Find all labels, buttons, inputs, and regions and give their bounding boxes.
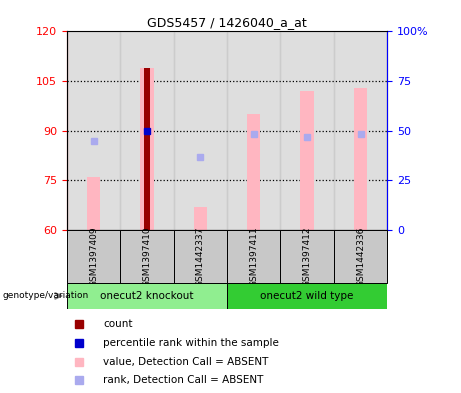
Text: GSM1397412: GSM1397412 [302, 226, 312, 286]
Text: percentile rank within the sample: percentile rank within the sample [103, 338, 279, 348]
FancyBboxPatch shape [334, 230, 387, 283]
Bar [247, 114, 260, 230]
Text: onecut2 knockout: onecut2 knockout [100, 291, 194, 301]
Bar [144, 68, 150, 230]
Text: count: count [103, 319, 132, 329]
Bar [140, 68, 154, 230]
FancyBboxPatch shape [227, 230, 280, 283]
Text: value, Detection Call = ABSENT: value, Detection Call = ABSENT [103, 356, 268, 367]
FancyBboxPatch shape [174, 230, 227, 283]
Bar [354, 88, 367, 230]
Bar [194, 207, 207, 230]
Bar [280, 31, 334, 230]
Text: genotype/variation: genotype/variation [2, 292, 89, 300]
FancyBboxPatch shape [280, 230, 334, 283]
FancyBboxPatch shape [120, 230, 174, 283]
Bar [334, 31, 387, 230]
Text: GSM1397411: GSM1397411 [249, 226, 258, 287]
Text: GSM1442336: GSM1442336 [356, 226, 365, 286]
FancyBboxPatch shape [67, 283, 227, 309]
Text: rank, Detection Call = ABSENT: rank, Detection Call = ABSENT [103, 375, 263, 386]
Bar [67, 31, 120, 230]
Bar [120, 31, 174, 230]
Bar [227, 31, 280, 230]
Text: GSM1397409: GSM1397409 [89, 226, 98, 287]
Title: GDS5457 / 1426040_a_at: GDS5457 / 1426040_a_at [147, 16, 307, 29]
Text: onecut2 wild type: onecut2 wild type [260, 291, 354, 301]
Bar [174, 31, 227, 230]
FancyBboxPatch shape [227, 283, 387, 309]
FancyBboxPatch shape [67, 230, 120, 283]
Text: GSM1442337: GSM1442337 [196, 226, 205, 286]
Text: GSM1397410: GSM1397410 [142, 226, 152, 287]
Bar [87, 177, 100, 230]
Bar [301, 91, 314, 230]
